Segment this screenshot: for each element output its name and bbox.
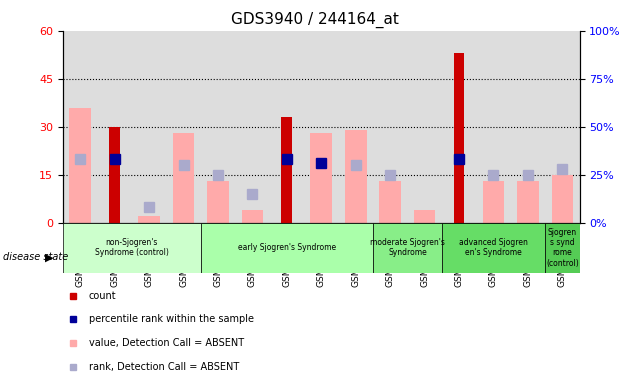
Bar (345, 130, 367, 223)
Bar (138, 216, 160, 223)
Text: rank, Detection Call = ABSENT: rank, Detection Call = ABSENT (89, 362, 239, 372)
Bar (379, 181, 401, 223)
Bar (517, 181, 539, 223)
Bar (207, 181, 229, 223)
Bar (109, 127, 120, 223)
Bar (69, 108, 91, 223)
Bar (241, 210, 263, 223)
Text: early Sjogren's Syndrome: early Sjogren's Syndrome (238, 243, 336, 252)
FancyBboxPatch shape (373, 223, 442, 273)
Text: moderate Sjogren's
Syndrome: moderate Sjogren's Syndrome (370, 238, 445, 257)
Text: non-Sjogren's
Syndrome (control): non-Sjogren's Syndrome (control) (95, 238, 169, 257)
Text: count: count (89, 291, 117, 301)
FancyBboxPatch shape (201, 223, 373, 273)
Bar (454, 53, 464, 223)
Text: percentile rank within the sample: percentile rank within the sample (89, 314, 254, 324)
Text: ▶: ▶ (45, 252, 54, 262)
Text: disease state: disease state (3, 252, 69, 262)
Text: advanced Sjogren
en's Syndrome: advanced Sjogren en's Syndrome (459, 238, 528, 257)
Bar (282, 117, 292, 223)
FancyBboxPatch shape (63, 223, 201, 273)
FancyBboxPatch shape (442, 223, 545, 273)
Text: value, Detection Call = ABSENT: value, Detection Call = ABSENT (89, 338, 244, 348)
FancyBboxPatch shape (545, 223, 580, 273)
Bar (483, 181, 505, 223)
Bar (173, 133, 195, 223)
Text: Sjogren
s synd
rome
(control): Sjogren s synd rome (control) (546, 228, 579, 268)
Bar (551, 175, 573, 223)
Bar (311, 133, 332, 223)
Bar (414, 210, 435, 223)
Text: GDS3940 / 244164_at: GDS3940 / 244164_at (231, 12, 399, 28)
